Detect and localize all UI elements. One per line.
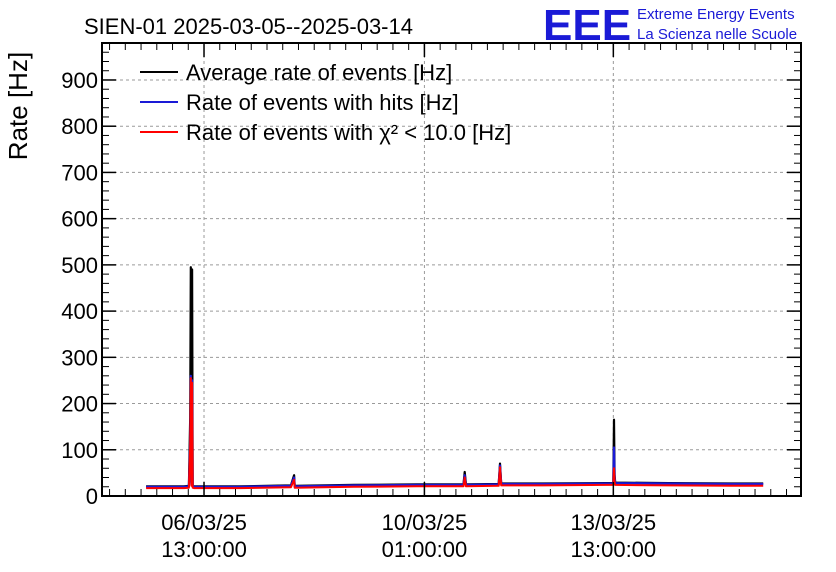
axis-ticks: 010020030040050060070080090006/03/2513:0… [61,43,801,562]
x-tick-label-time: 13:00:00 [571,537,657,562]
legend-entry-3: Rate of events with χ² < 10.0 [Hz] [186,120,511,145]
x-tick-label-date: 13/03/25 [571,510,657,535]
y-tick-label: 500 [61,253,98,278]
y-tick-label: 100 [61,438,98,463]
eee-logo-mark: EEE [543,1,631,50]
legend-entry-2: Rate of events with hits [Hz] [186,90,459,115]
series-line-3 [146,377,764,490]
y-tick-label: 300 [61,345,98,370]
y-tick-label: 400 [61,299,98,324]
eee-logo: EEE Extreme Energy Events La Scienza nel… [543,1,797,50]
x-tick-label-time: 01:00:00 [382,537,468,562]
eee-logo-line2: La Scienza nelle Scuole [637,26,797,43]
series-line-1 [146,266,764,488]
series-lines [146,266,764,490]
y-tick-label: 800 [61,114,98,139]
legend: Average rate of events [Hz] Rate of event… [140,60,511,145]
eee-logo-line1: Extreme Energy Events [637,6,795,23]
plot-frame [101,42,802,497]
chart-title: SIEN-01 2025-03-05--2025-03-14 [84,14,413,39]
series-line-2 [146,374,764,488]
x-tick-label-time: 13:00:00 [161,537,247,562]
x-tick-label-date: 06/03/25 [161,510,247,535]
grid [102,43,801,496]
x-tick-label-date: 10/03/25 [382,510,468,535]
y-tick-label: 700 [61,160,98,185]
y-tick-label: 900 [61,68,98,93]
y-tick-label: 200 [61,392,98,417]
y-tick-label: 600 [61,207,98,232]
legend-entry-1: Average rate of events [Hz] [186,60,452,85]
y-tick-label: 0 [86,484,98,509]
y-axis-label: Rate [Hz] [3,52,33,160]
